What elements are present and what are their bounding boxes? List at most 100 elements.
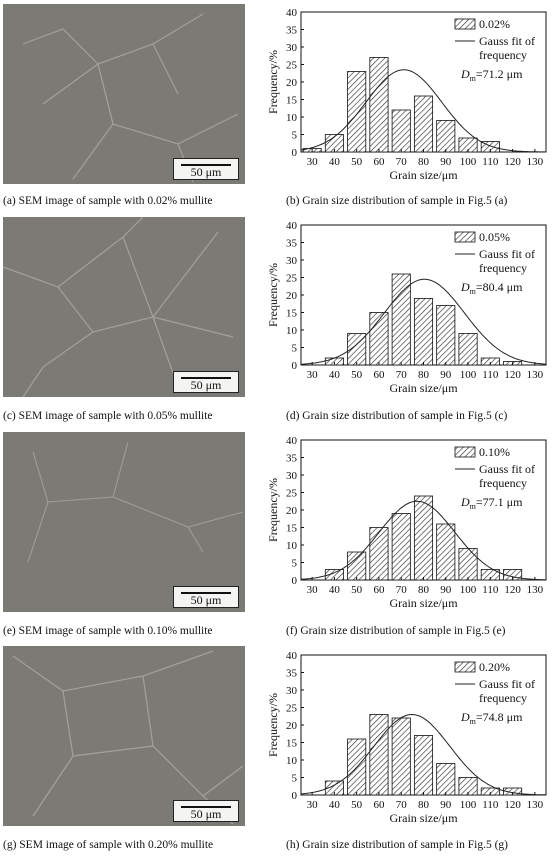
y-tick-label: 10 <box>286 540 298 552</box>
y-axis-label: Frequency/% <box>266 693 280 757</box>
x-axis-label: Grain size/μm <box>389 381 458 395</box>
legend-swatch-bar <box>454 446 476 458</box>
sem-caption-c: (c) SEM image of sample with 0.05% mulli… <box>3 410 213 422</box>
x-tick-label: 120 <box>504 799 521 811</box>
y-tick-label: 25 <box>286 488 298 500</box>
x-tick-label: 100 <box>460 799 477 811</box>
legend-label: 0.10% <box>479 445 510 459</box>
y-tick-label: 5 <box>292 130 298 142</box>
x-tick-label: 60 <box>373 584 385 596</box>
y-tick-label: 40 <box>286 650 298 662</box>
grain-size-chart-h: 0 5 10 15 20 25 30 35 40 30 40 50 60 70 80 90 100 110 120 1… <box>266 650 547 825</box>
y-tick-label: 10 <box>286 325 298 337</box>
x-tick-label: 100 <box>460 156 477 168</box>
sem-image-a: 50 μm <box>3 4 245 184</box>
x-tick-label: 110 <box>482 369 499 381</box>
y-axis-label: Frequency/% <box>266 50 280 114</box>
x-tick-label: 40 <box>329 584 341 596</box>
y-tick-label: 20 <box>286 505 298 517</box>
y-tick-label: 30 <box>286 470 298 482</box>
gauss-fit-curve <box>300 713 546 796</box>
x-tick-label: 80 <box>418 799 430 811</box>
gauss-fit-curve <box>300 278 547 365</box>
y-tick-label: 15 <box>286 738 298 750</box>
x-tick-label: 40 <box>329 369 341 381</box>
sem-caption-a: (a) SEM image of sample with 0.02% mulli… <box>3 195 213 207</box>
sem-caption-g: (g) SEM image of sample with 0.20% mulli… <box>3 839 214 851</box>
sem-grain-boundaries <box>27 441 244 563</box>
scale-bar: 50 μm <box>173 800 239 822</box>
legend-label: Gauss fit of <box>479 34 535 48</box>
y-tick-label: 35 <box>286 25 298 37</box>
x-tick-label: 50 <box>351 584 363 596</box>
x-tick-label: 80 <box>418 584 430 596</box>
histogram-bar <box>391 273 411 366</box>
sem-grain-boundaries <box>3 217 234 397</box>
x-tick-label: 100 <box>460 584 477 596</box>
x-axis-label: Grain size/μm <box>389 168 458 182</box>
y-tick-label: 0 <box>292 360 298 372</box>
y-tick-label: 35 <box>286 668 298 680</box>
y-tick-label: 25 <box>286 273 298 285</box>
histogram-bar <box>413 495 434 581</box>
legend-label: Gauss fit of <box>479 677 535 691</box>
x-tick-label: 30 <box>307 584 319 596</box>
x-tick-label: 50 <box>351 156 363 168</box>
x-tick-label: 130 <box>527 584 544 596</box>
y-tick-label: 40 <box>286 435 298 447</box>
legend-label: 0.05% <box>479 230 510 244</box>
gauss-fit-curve <box>300 69 546 153</box>
y-tick-label: 15 <box>286 523 298 535</box>
mean-size-annotation: Dm=77.1 μm <box>460 495 523 511</box>
x-tick-label: 130 <box>527 369 544 381</box>
y-tick-label: 30 <box>286 685 298 697</box>
grain-size-chart-f: 0 5 10 15 20 25 30 35 40 30 40 50 60 70 80 90 100 110 120 1… <box>266 435 547 610</box>
y-tick-label: 20 <box>286 290 298 302</box>
sem-image-c: 50 μm <box>3 217 245 397</box>
y-tick-label: 15 <box>286 308 298 320</box>
legend-label: 0.20% <box>479 660 510 674</box>
x-tick-label: 30 <box>307 156 319 168</box>
legend-label: 0.02% <box>479 17 510 31</box>
histogram-bar <box>347 71 367 153</box>
histogram-bar <box>391 513 411 581</box>
x-tick-label: 30 <box>307 369 319 381</box>
x-tick-label: 70 <box>396 369 408 381</box>
gauss-fit-curve <box>300 500 547 581</box>
histogram-bar <box>436 120 456 153</box>
sem-grain-boundaries <box>12 650 244 825</box>
histogram-bar <box>391 717 411 796</box>
y-tick-label: 10 <box>286 755 298 767</box>
y-tick-label: 40 <box>286 7 298 19</box>
sem-grain-boundaries <box>22 13 239 183</box>
x-tick-label: 40 <box>329 799 341 811</box>
sem-caption-e: (e) SEM image of sample with 0.10% mulli… <box>3 625 213 637</box>
x-tick-label: 70 <box>396 584 408 596</box>
x-tick-label: 40 <box>329 156 341 168</box>
histogram-bar <box>413 735 434 796</box>
x-axis-label: Grain size/μm <box>389 811 458 825</box>
chart-caption-f: (f) Grain size distribution of sample in… <box>286 625 506 637</box>
y-tick-label: 25 <box>286 60 298 72</box>
sem-image-g: 50 μm <box>3 646 245 826</box>
histogram-bar <box>391 109 411 153</box>
x-tick-label: 60 <box>373 156 385 168</box>
y-tick-label: 0 <box>292 790 298 802</box>
x-tick-label: 90 <box>440 156 452 168</box>
legend-label: frequency <box>479 48 527 62</box>
x-axis-label: Grain size/μm <box>389 596 458 610</box>
y-tick-label: 10 <box>286 112 298 124</box>
y-tick-label: 0 <box>292 575 298 587</box>
sem-image-e: 50 μm <box>3 432 245 612</box>
x-tick-label: 110 <box>482 799 499 811</box>
y-tick-label: 15 <box>286 95 298 107</box>
y-axis-label: Frequency/% <box>266 478 280 542</box>
legend-swatch-bar <box>454 18 476 30</box>
y-tick-label: 35 <box>286 238 298 250</box>
histogram-bar <box>347 551 367 581</box>
x-tick-label: 90 <box>440 584 452 596</box>
histogram-bar <box>369 57 389 153</box>
histogram-bar <box>436 763 456 796</box>
x-tick-label: 60 <box>373 369 385 381</box>
y-tick-label: 5 <box>292 558 298 570</box>
